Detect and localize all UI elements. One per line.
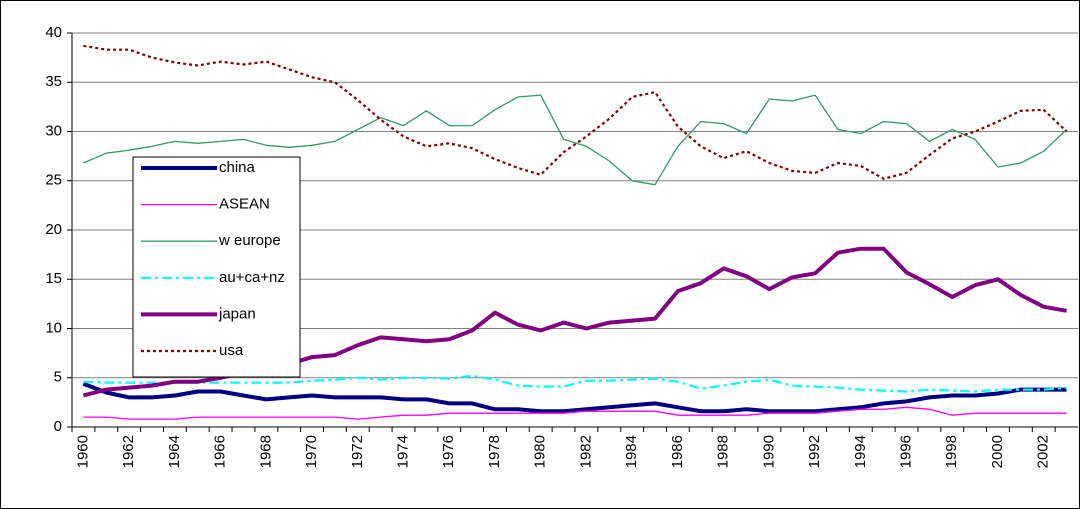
x-tick-label: 1982 <box>577 435 594 468</box>
x-tick-label: 1964 <box>166 435 183 468</box>
series-line <box>83 374 1067 393</box>
y-tick-label: 10 <box>45 319 62 336</box>
legend: china ASEAN w europe au+ca+nz japan usa <box>132 156 301 378</box>
legend-label: japan <box>218 305 256 322</box>
y-tick-label: 40 <box>45 24 62 41</box>
y-tick-label: 35 <box>45 73 62 90</box>
x-tick-label: 1972 <box>349 435 366 468</box>
x-tick-label: 2000 <box>989 435 1006 468</box>
series-line <box>83 44 1068 180</box>
series-line <box>82 381 1067 414</box>
x-tick-label: 1978 <box>486 435 503 468</box>
x-tick-label: 1986 <box>669 435 686 468</box>
x-tick-label: 1960 <box>74 435 91 468</box>
x-tick-label: 1996 <box>897 435 914 468</box>
y-tick-label: 30 <box>45 122 62 139</box>
x-tick-label: 1966 <box>212 435 229 468</box>
x-tick-label: 1968 <box>257 435 274 468</box>
x-tick-label: 1994 <box>852 435 869 468</box>
legend-label: usa <box>219 342 244 359</box>
legend-label: china <box>219 159 256 176</box>
x-tick-label: 2002 <box>1035 435 1052 468</box>
x-tick-label: 1974 <box>394 435 411 468</box>
x-tick-label: 1984 <box>623 435 640 468</box>
x-tick-label: 1988 <box>715 435 732 468</box>
x-tick-label: 1992 <box>806 435 823 468</box>
x-tick-label: 1962 <box>120 435 137 468</box>
legend-label: au+ca+nz <box>219 269 285 286</box>
series-line <box>83 406 1067 420</box>
x-tick-label: 1998 <box>943 435 960 468</box>
x-tick-label: 1970 <box>303 435 320 468</box>
x-tick-label: 1976 <box>440 435 457 468</box>
y-tick-label: 25 <box>45 172 62 189</box>
legend-label: ASEAN <box>219 196 270 213</box>
y-tick-label: 0 <box>54 418 62 435</box>
y-tick-label: 20 <box>45 221 62 238</box>
legend-label: w europe <box>218 232 281 249</box>
legend-box <box>132 156 301 378</box>
x-tick-label: 1980 <box>532 435 549 468</box>
series-line <box>83 94 1068 186</box>
y-tick-label: 15 <box>45 270 62 287</box>
y-tick-label: 5 <box>54 369 62 386</box>
x-tick-label: 1990 <box>760 435 777 468</box>
